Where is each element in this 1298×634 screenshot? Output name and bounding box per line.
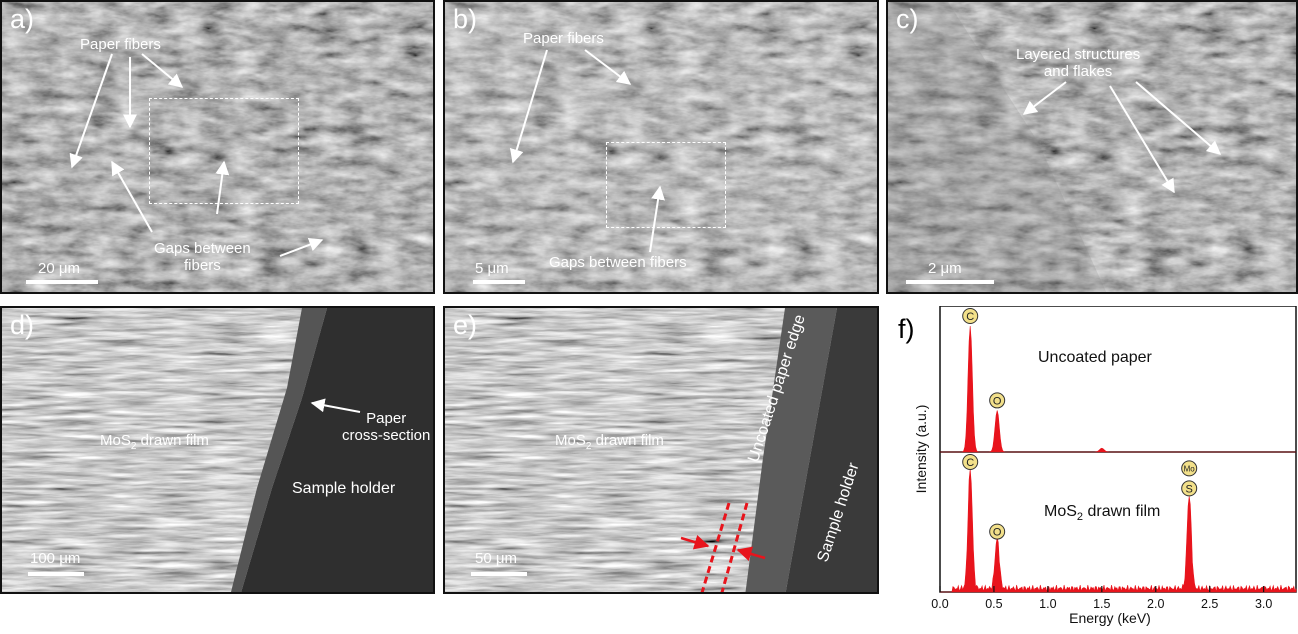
peak-badge-Mo	[1181, 460, 1198, 477]
scale-label-b: 5 μm	[475, 260, 509, 277]
sem-image-a	[2, 2, 433, 292]
paper-cross-section-label: Paper cross-section	[342, 410, 431, 444]
sem-image-d	[2, 308, 433, 592]
panel-label-f: f)	[898, 314, 915, 344]
sem-panel-d: d) MoS2 drawn film Paper cross-section S…	[0, 306, 435, 594]
sem-image-e	[445, 308, 877, 592]
x-tick-label: 0.5	[985, 597, 1002, 611]
x-tick-label: 3.0	[1255, 597, 1272, 611]
sample-holder-label-d: Sample holder	[292, 480, 396, 497]
scale-label-e: 50 μm	[475, 550, 517, 567]
x-axis-label: Energy (keV)	[1069, 610, 1151, 626]
panel-label-e: e)	[453, 310, 478, 340]
peak-badge-C	[962, 454, 979, 470]
annotation-arrows-b	[509, 49, 666, 253]
gaps-label-a: Gaps between fibers	[154, 240, 251, 274]
peak-label-C: C	[966, 457, 974, 469]
peak-badge-O	[989, 392, 1006, 409]
scale-label-c: 2 μm	[928, 260, 962, 277]
mos2-film-label-d: MoS2 drawn film	[100, 432, 209, 452]
zoom-region-box-b	[606, 142, 726, 228]
x-tick-label: 2.5	[1201, 597, 1218, 611]
layered-structures-label: Layered structures and flakes	[1016, 46, 1141, 80]
spectrum-mos2-film	[940, 468, 1297, 593]
annotation-arrows-d	[310, 398, 361, 413]
peak-label-O: O	[993, 527, 1002, 539]
film-boundary-line-left	[700, 502, 731, 592]
scale-label-d: 100 μm	[30, 550, 81, 567]
sem-panel-b: b) Paper fibers Gaps between fibers 5 μm	[443, 0, 879, 294]
peak-badge-O	[989, 523, 1006, 540]
series-label-mos2-film: MoS2 drawn film	[1044, 503, 1160, 523]
annotation-arrows-c	[1022, 81, 1222, 194]
sem-panel-c: c) Layered structures and flakes 2 μm	[886, 0, 1298, 294]
sem-image-c	[888, 2, 1296, 292]
panel-label-c: c)	[896, 4, 919, 34]
spectrum-uncoated-paper	[940, 325, 1296, 453]
peak-label-S: S	[1186, 483, 1193, 495]
eds-chart-panel: f) C O C O S Mo Uncoated paper MoS2 drawn film 0…	[898, 305, 1298, 629]
peak-label-Mo: Mo	[1184, 464, 1196, 473]
scale-bar-b	[473, 280, 525, 284]
scale-bar-a	[26, 280, 98, 284]
film-boundary-line-right	[720, 502, 749, 592]
thickness-arrow-left	[680, 534, 710, 550]
peak-label-O: O	[993, 395, 1002, 407]
scale-label-a: 20 μm	[38, 260, 80, 277]
x-tick-label: 2.0	[1147, 597, 1164, 611]
sem-panel-a: a) Paper fibers Gaps between fibers 20 μ…	[0, 0, 435, 294]
scale-bar-c	[906, 280, 994, 284]
gaps-label-b: Gaps between fibers	[549, 254, 687, 271]
annotation-arrows-a	[69, 53, 324, 257]
scale-bar-d	[28, 572, 84, 576]
x-tick-label: 0.0	[931, 597, 948, 611]
series-label-uncoated-paper: Uncoated paper	[1038, 349, 1153, 366]
paper-fibers-label-b: Paper fibers	[523, 30, 604, 47]
x-tick-label: 1.0	[1039, 597, 1056, 611]
panel-label-d: d)	[10, 310, 35, 340]
peak-label-C: C	[966, 311, 974, 323]
eds-spectra-chart: C O C O S Mo Uncoated paper MoS2 drawn film 0.0 0…	[913, 305, 1297, 626]
y-axis-label: Intensity (a.u.)	[913, 405, 929, 494]
thickness-arrow-right	[736, 546, 766, 562]
panel-label-a: a)	[10, 4, 35, 34]
mos2-film-label-e: MoS2 drawn film	[555, 432, 664, 452]
x-tick-label: 1.5	[1093, 597, 1110, 611]
peak-badge-S	[1181, 480, 1198, 497]
scale-bar-e	[471, 572, 527, 576]
paper-fibers-label-a: Paper fibers	[80, 36, 161, 53]
annotation-lines-e	[680, 502, 766, 592]
sem-panel-e: e) MoS2 drawn film Uncoated paper edge S…	[443, 306, 879, 594]
zoom-region-box-a	[149, 98, 299, 204]
peak-badge-C	[962, 308, 979, 324]
panel-label-b: b)	[453, 4, 478, 34]
